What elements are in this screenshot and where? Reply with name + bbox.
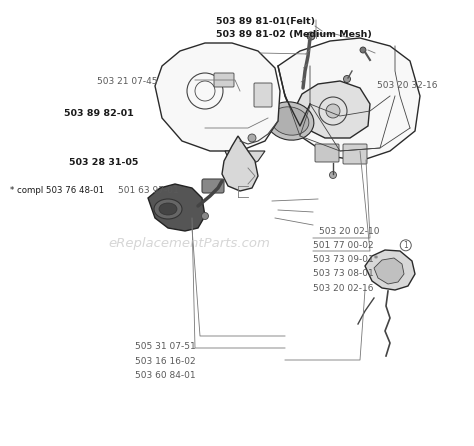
Text: 503 28 31-05: 503 28 31-05 — [69, 158, 138, 167]
Text: 503 21 07-45: 503 21 07-45 — [97, 77, 158, 86]
Polygon shape — [295, 81, 370, 138]
Text: 503 89 82-01: 503 89 82-01 — [64, 109, 134, 118]
Circle shape — [344, 75, 350, 83]
Text: 503 20 02-16: 503 20 02-16 — [313, 284, 374, 293]
Text: 503 16 16-02: 503 16 16-02 — [135, 357, 196, 366]
Ellipse shape — [159, 203, 177, 215]
Text: 503 20 02-10: 503 20 02-10 — [319, 227, 379, 235]
Polygon shape — [374, 258, 404, 284]
FancyBboxPatch shape — [315, 144, 339, 162]
Text: 503 73 08-01: 503 73 08-01 — [313, 269, 374, 278]
Text: 503 89 81-01(Felt): 503 89 81-01(Felt) — [216, 17, 315, 26]
FancyBboxPatch shape — [343, 144, 367, 164]
Polygon shape — [278, 38, 420, 161]
Text: 503 20 32-16: 503 20 32-16 — [377, 81, 438, 90]
Text: 505 31 07-51: 505 31 07-51 — [135, 343, 196, 351]
Circle shape — [329, 172, 337, 178]
FancyBboxPatch shape — [254, 83, 272, 107]
Text: 501 63 97-01: 501 63 97-01 — [118, 186, 178, 195]
Polygon shape — [365, 250, 415, 290]
Circle shape — [248, 134, 256, 142]
Polygon shape — [155, 43, 280, 151]
Polygon shape — [222, 136, 258, 191]
Text: * compl 503 76 48-01: * compl 503 76 48-01 — [10, 186, 105, 195]
FancyBboxPatch shape — [202, 179, 224, 193]
Polygon shape — [225, 151, 265, 168]
Circle shape — [300, 111, 310, 121]
Text: eReplacementParts.com: eReplacementParts.com — [109, 236, 271, 250]
Circle shape — [360, 47, 366, 53]
Circle shape — [326, 104, 340, 118]
Text: 501 77 00-02: 501 77 00-02 — [313, 241, 374, 250]
Text: 503 73 09-01*: 503 73 09-01* — [313, 255, 378, 264]
Ellipse shape — [266, 102, 314, 140]
Text: 503 60 84-01: 503 60 84-01 — [135, 371, 196, 380]
Polygon shape — [148, 184, 205, 231]
Text: 1: 1 — [403, 241, 408, 250]
FancyBboxPatch shape — [214, 73, 234, 87]
Text: 503 89 81-02 (Medium Mesh): 503 89 81-02 (Medium Mesh) — [216, 30, 372, 39]
Circle shape — [201, 212, 209, 219]
Circle shape — [307, 32, 315, 40]
Ellipse shape — [154, 199, 182, 219]
Ellipse shape — [271, 107, 309, 135]
